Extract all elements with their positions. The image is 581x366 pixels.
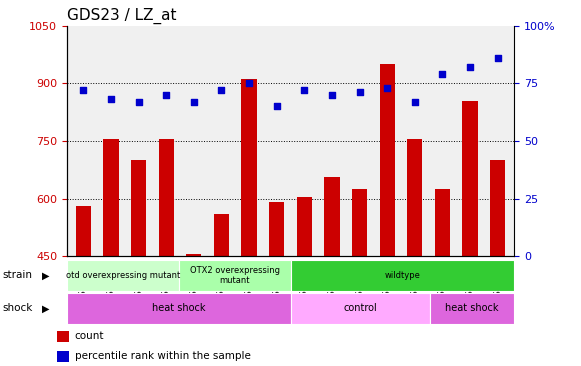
Bar xyxy=(67,293,290,324)
Text: ▶: ▶ xyxy=(42,303,49,313)
Point xyxy=(300,87,309,93)
Bar xyxy=(179,260,290,291)
Point xyxy=(493,55,502,61)
Point xyxy=(245,80,254,86)
Point xyxy=(437,71,447,77)
Text: heat shock: heat shock xyxy=(152,303,206,313)
Text: wildtype: wildtype xyxy=(385,271,420,280)
Bar xyxy=(131,160,146,256)
Point xyxy=(355,90,364,96)
Bar xyxy=(431,293,514,324)
Bar xyxy=(159,139,174,256)
Text: heat shock: heat shock xyxy=(446,303,499,313)
Bar xyxy=(324,178,339,256)
Text: percentile rank within the sample: percentile rank within the sample xyxy=(74,351,250,361)
Bar xyxy=(379,64,394,256)
Bar xyxy=(290,293,431,324)
Text: OTX2 overexpressing
mutant: OTX2 overexpressing mutant xyxy=(189,266,279,285)
Bar xyxy=(76,206,91,256)
Bar xyxy=(269,202,284,256)
Point xyxy=(217,87,226,93)
Point xyxy=(162,92,171,98)
Point xyxy=(272,103,281,109)
Text: count: count xyxy=(74,331,104,341)
Bar xyxy=(242,79,257,256)
Bar xyxy=(67,260,179,291)
Point xyxy=(106,97,116,102)
Bar xyxy=(57,330,70,342)
Bar xyxy=(462,101,478,256)
Text: GDS23 / LZ_at: GDS23 / LZ_at xyxy=(67,8,176,24)
Point xyxy=(410,99,419,105)
Point xyxy=(79,87,88,93)
Point xyxy=(327,92,336,98)
Bar xyxy=(490,160,505,256)
Point xyxy=(382,85,392,91)
Bar xyxy=(103,139,119,256)
Point xyxy=(465,64,475,70)
Text: strain: strain xyxy=(3,270,33,280)
Text: ▶: ▶ xyxy=(42,270,49,280)
Text: shock: shock xyxy=(3,303,33,313)
Bar xyxy=(352,189,367,256)
Bar xyxy=(297,197,312,256)
Bar xyxy=(57,351,70,362)
Bar xyxy=(407,139,422,256)
Bar xyxy=(435,189,450,256)
Bar xyxy=(187,254,202,256)
Point xyxy=(134,99,144,105)
Text: control: control xyxy=(343,303,377,313)
Bar xyxy=(290,260,514,291)
Point xyxy=(189,99,199,105)
Text: otd overexpressing mutant: otd overexpressing mutant xyxy=(66,271,180,280)
Bar xyxy=(214,214,229,256)
